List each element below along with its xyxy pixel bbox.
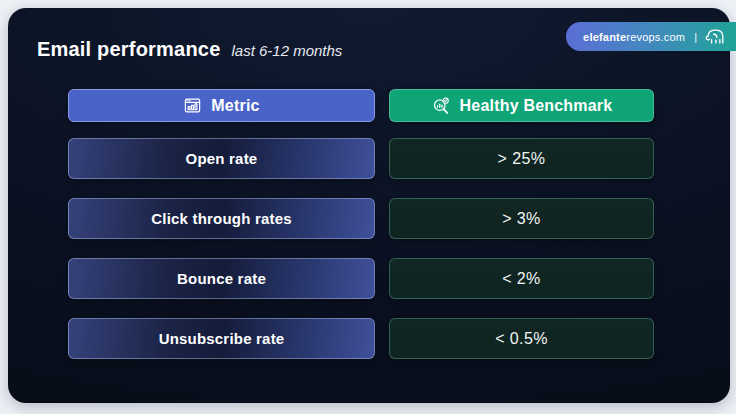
benchmark-cell: > 25% [389,138,654,179]
benchmark-value: < 0.5% [495,330,548,348]
table-row: Open rate > 25% [68,138,654,179]
metric-label: Bounce rate [177,270,266,287]
metric-label: Open rate [186,150,258,167]
brand-separator: | [694,31,697,43]
slide-header: Email performance last 6-12 months [37,38,342,61]
benchmark-value: < 2% [502,270,541,288]
metric-label: Unsubscribe rate [159,330,285,347]
metric-cell: Bounce rate [68,258,375,299]
metric-label: Click through rates [151,210,292,227]
benchmark-value: > 25% [498,150,546,168]
brand-domain: elefanterevops.com [583,31,685,43]
metric-column-label: Metric [211,97,259,115]
elephant-icon [704,27,726,46]
brand-badge[interactable]: elefanterevops.com | [566,22,736,51]
table-row: Bounce rate < 2% [68,258,654,299]
benchmark-cell: > 3% [389,198,654,239]
page-subtitle: last 6-12 months [231,42,342,59]
benchmark-cell: < 0.5% [389,318,654,359]
page-title: Email performance [37,38,220,61]
benchmark-column-label: Healthy Benchmark [460,97,613,115]
metric-column-header: Metric [68,89,375,122]
bar-chart-window-icon [183,96,202,115]
table-row: Unsubscribe rate < 0.5% [68,318,654,359]
slide-background: { "brand": { "domain_bold": "elefante", … [0,0,736,414]
metric-cell: Unsubscribe rate [68,318,375,359]
table-row: Click through rates > 3% [68,198,654,239]
metric-cell: Click through rates [68,198,375,239]
metric-cell: Open rate [68,138,375,179]
benchmark-cell: < 2% [389,258,654,299]
magnifier-check-icon [431,96,451,116]
benchmark-table: Metric Healthy Benchmark Open rate > [68,89,654,378]
benchmark-value: > 3% [502,210,541,228]
benchmark-column-header: Healthy Benchmark [389,89,654,122]
table-header-row: Metric Healthy Benchmark [68,89,654,122]
